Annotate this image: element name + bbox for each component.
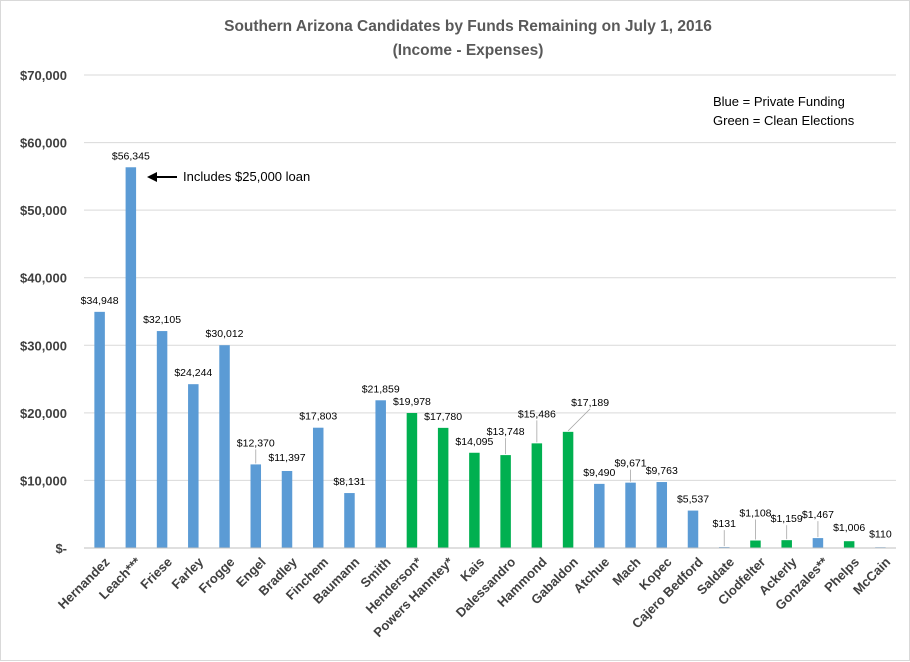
- data-label: $110: [869, 528, 892, 540]
- bar: [406, 413, 418, 548]
- bar: [781, 540, 792, 548]
- data-label: $21,859: [362, 383, 400, 395]
- data-label: $1,159: [771, 513, 803, 525]
- y-tick-label: $-: [55, 541, 67, 556]
- bar: [125, 167, 137, 548]
- data-label: $11,397: [268, 452, 305, 464]
- bar: [219, 345, 230, 548]
- data-label: $9,490: [583, 467, 615, 479]
- data-label: $19,978: [393, 396, 431, 408]
- x-axis-category-labels: HernandezLeach***FrieseFarleyFroggeEngel…: [55, 554, 893, 640]
- y-tick-label: $70,000: [20, 68, 67, 83]
- legend-entry-clean: Green = Clean Elections: [713, 113, 855, 128]
- data-labels: $34,948 $56,345 $32,105 $24,244 $30,012 $12,3…: [81, 150, 892, 547]
- data-label: $9,763: [646, 465, 678, 477]
- arrow-head-icon: [147, 172, 157, 182]
- bar: [500, 455, 511, 548]
- bar: [687, 510, 699, 548]
- y-axis-tick-labels: $- $10,000 $20,000 $30,000 $40,000 $50,000 $60…: [20, 68, 67, 556]
- category-label: Friese: [137, 554, 175, 592]
- data-label: $17,803: [299, 411, 337, 423]
- y-tick-label: $30,000: [20, 338, 67, 353]
- data-label: $32,105: [143, 314, 181, 326]
- bar: [625, 482, 636, 548]
- bar: [344, 493, 355, 548]
- data-label-leader: [567, 408, 591, 432]
- bar: [531, 443, 543, 548]
- bars: [94, 167, 886, 548]
- data-label: $34,948: [81, 295, 119, 307]
- data-label: $15,486: [518, 408, 556, 420]
- data-label: $12,370: [237, 437, 275, 449]
- loan-annotation: Includes $25,000 loan: [147, 169, 310, 184]
- y-tick-label: $50,000: [20, 203, 67, 218]
- data-label: $24,244: [174, 367, 212, 379]
- gridlines: [84, 74, 896, 481]
- bar: [437, 427, 449, 548]
- data-label: $1,467: [802, 509, 834, 521]
- bar: [843, 541, 855, 548]
- data-label: $1,108: [739, 508, 771, 520]
- legend: Blue = Private Funding Green = Clean Ele…: [713, 94, 855, 128]
- bar: [375, 400, 386, 548]
- data-label: $1,006: [833, 522, 865, 534]
- category-label: Frogge: [196, 554, 238, 596]
- bar: [156, 331, 168, 548]
- category-label: Atchue: [570, 554, 612, 596]
- annotation-text: Includes $25,000 loan: [183, 169, 310, 184]
- legend-entry-private: Blue = Private Funding: [713, 94, 845, 109]
- bar: [562, 431, 574, 548]
- bar: [656, 482, 668, 548]
- data-label: $5,537: [677, 494, 709, 506]
- bar: [750, 540, 761, 548]
- data-label: $56,345: [112, 150, 150, 162]
- chart-subtitle: (Income - Expenses): [393, 42, 544, 59]
- data-label: $131: [713, 518, 737, 530]
- bar: [594, 483, 605, 548]
- data-label: $14,095: [455, 436, 493, 448]
- y-tick-label: $10,000: [20, 473, 67, 488]
- bar: [469, 452, 480, 548]
- data-label: $17,780: [424, 411, 462, 423]
- y-tick-label: $60,000: [20, 136, 67, 151]
- data-label: $9,671: [614, 458, 646, 470]
- bar: [281, 470, 293, 548]
- chart-title: Southern Arizona Candidates by Funds Rem…: [224, 18, 712, 35]
- y-tick-label: $40,000: [20, 271, 67, 286]
- bar: [250, 464, 262, 548]
- y-tick-label: $20,000: [20, 406, 67, 421]
- bar: [188, 384, 199, 548]
- data-label: $13,748: [487, 426, 525, 438]
- bar: [94, 311, 105, 548]
- data-label: $30,012: [206, 328, 244, 340]
- data-label: $17,189: [571, 397, 609, 409]
- bar: [312, 427, 324, 548]
- chart-title-group: Southern Arizona Candidates by Funds Rem…: [224, 18, 712, 59]
- bar: [812, 538, 824, 548]
- data-label: $8,131: [333, 476, 365, 488]
